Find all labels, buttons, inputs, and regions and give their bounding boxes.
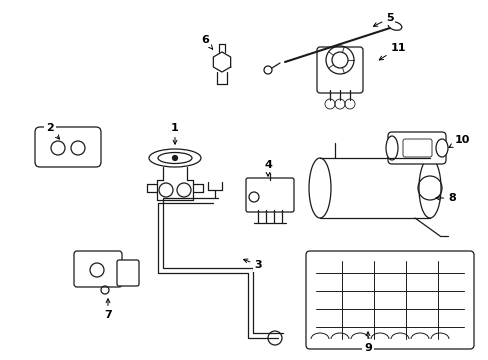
FancyBboxPatch shape xyxy=(305,251,473,349)
Text: 4: 4 xyxy=(264,160,271,176)
Text: 10: 10 xyxy=(448,135,469,148)
Text: 9: 9 xyxy=(364,332,371,353)
Text: 5: 5 xyxy=(373,13,393,26)
Ellipse shape xyxy=(418,158,440,218)
Ellipse shape xyxy=(435,139,447,157)
FancyBboxPatch shape xyxy=(74,251,122,287)
Text: 7: 7 xyxy=(104,299,112,320)
Ellipse shape xyxy=(385,136,397,160)
Circle shape xyxy=(264,66,271,74)
Text: 8: 8 xyxy=(435,193,455,203)
Ellipse shape xyxy=(149,149,201,167)
Text: 3: 3 xyxy=(243,259,261,270)
FancyBboxPatch shape xyxy=(245,178,293,212)
Text: 2: 2 xyxy=(46,123,60,139)
FancyBboxPatch shape xyxy=(35,127,101,167)
Ellipse shape xyxy=(387,22,401,30)
FancyBboxPatch shape xyxy=(117,260,139,286)
Ellipse shape xyxy=(308,158,330,218)
Text: 6: 6 xyxy=(201,35,212,49)
Text: 1: 1 xyxy=(171,123,179,144)
FancyBboxPatch shape xyxy=(387,132,445,164)
Circle shape xyxy=(172,156,177,161)
FancyBboxPatch shape xyxy=(316,47,362,93)
Text: 11: 11 xyxy=(379,43,405,60)
